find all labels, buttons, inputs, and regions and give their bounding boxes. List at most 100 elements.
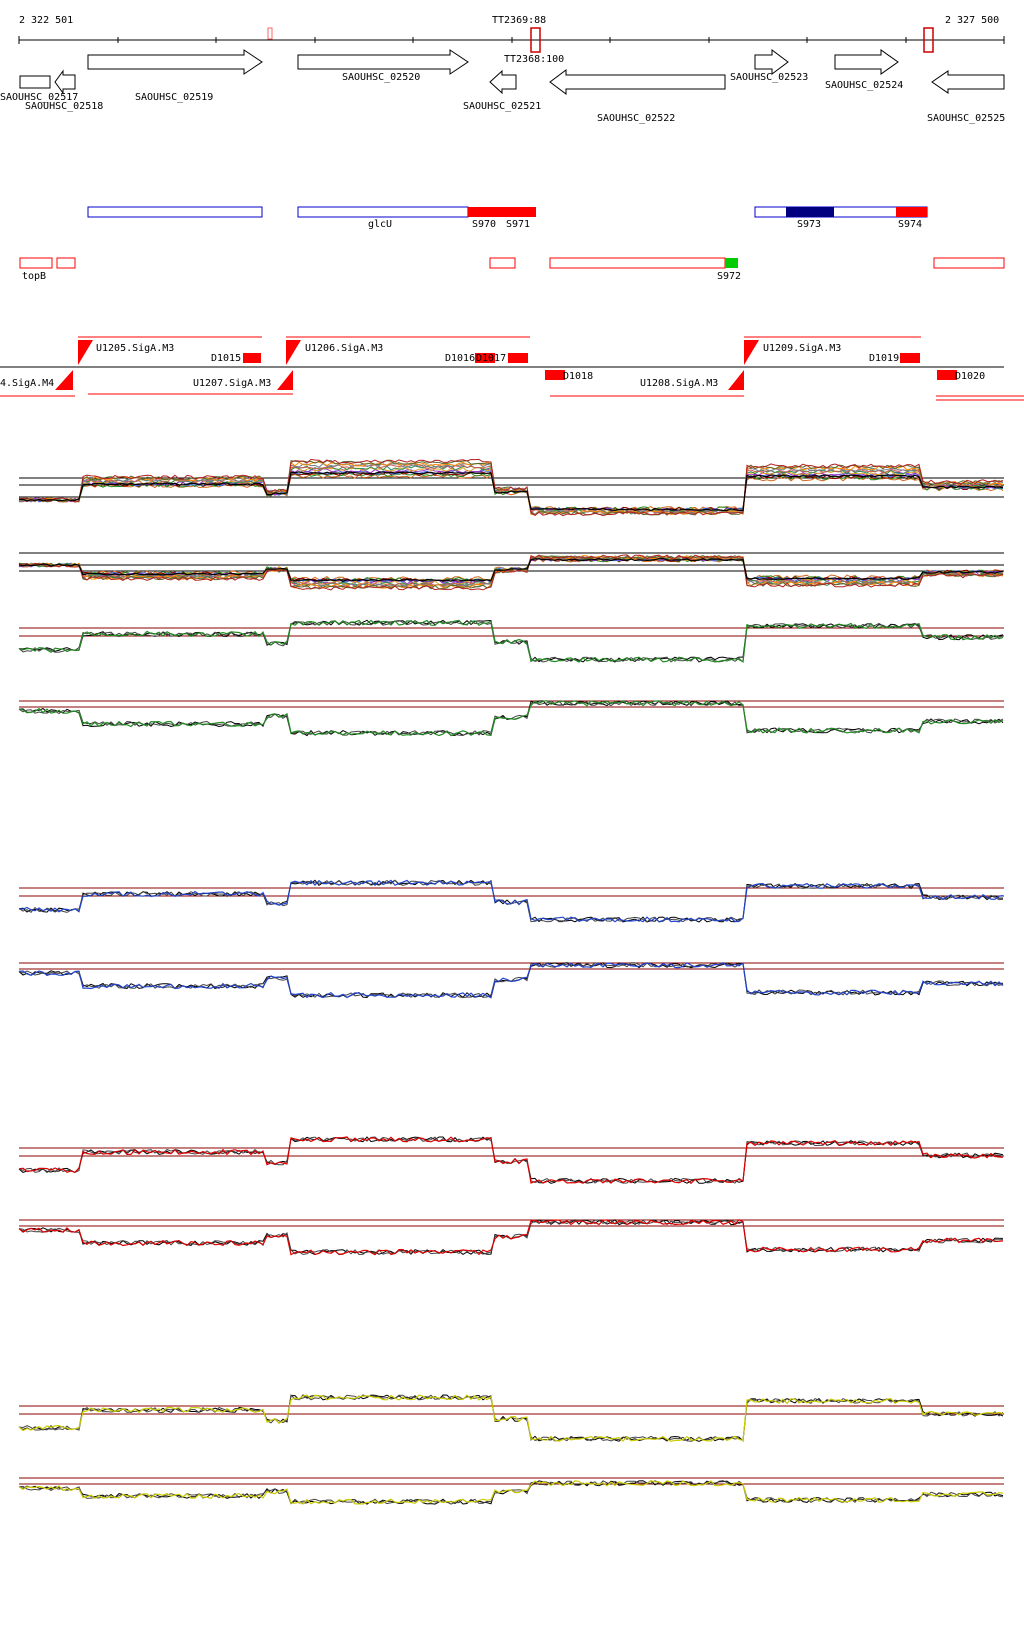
red-flag-icon — [728, 370, 744, 390]
expression-trace — [18, 471, 1004, 512]
feature-label-s974: S974 — [898, 219, 922, 230]
terminator-label-d1018: D1018 — [563, 371, 593, 382]
gene-saouhsc-02518[interactable]: SAOUHSC_02518 — [25, 69, 103, 112]
expression-trace — [18, 557, 1004, 582]
expression-trace — [18, 1219, 1004, 1256]
expression-trace — [18, 460, 1004, 516]
gene-saouhsc-02522[interactable]: SAOUHSC_02522 — [549, 69, 726, 124]
gene-label: SAOUHSC_02520 — [342, 72, 420, 83]
expression-trace — [18, 1136, 1004, 1184]
gene-saouhsc-02519[interactable]: SAOUHSC_02519 — [87, 49, 263, 103]
red-flag-icon — [78, 340, 93, 365]
gene-label: SAOUHSC_02521 — [463, 101, 541, 112]
gene-label: SAOUHSC_02519 — [135, 92, 213, 103]
outlined-arrow-icon — [19, 75, 51, 89]
gene-saouhsc-02523[interactable]: SAOUHSC_02523 — [730, 49, 808, 83]
expression-panels — [18, 458, 1004, 1505]
promoter-label-u1206: U1206.SigA.M3 — [305, 343, 383, 354]
terminator-label-tt2368: TT2368:100 — [504, 54, 564, 65]
feature-bar-glcu[interactable] — [297, 206, 469, 218]
expression-trace — [18, 1394, 1004, 1442]
expression-trace — [18, 619, 1004, 664]
expression-trace — [18, 554, 1004, 589]
terminator-label-d1017: D1017 — [476, 353, 506, 364]
feature-bar-s970-s971[interactable] — [468, 207, 536, 217]
downstream-block-d1020[interactable] — [937, 370, 957, 380]
terminator-marker-right[interactable] — [923, 27, 934, 53]
downstream-block-d1018[interactable] — [545, 370, 565, 380]
expression-trace — [18, 879, 1004, 923]
gene-track: SAOUHSC_02517 SAOUHSC_02518 SAOUHSC_0251… — [0, 49, 1005, 124]
expression-trace — [18, 462, 1004, 515]
feature-bar-s973-core[interactable] — [786, 207, 834, 217]
feature-bar-s974[interactable] — [896, 207, 927, 217]
outlined-arrow-icon — [754, 49, 789, 75]
feature-bar[interactable] — [933, 257, 1005, 269]
expression-trace — [18, 619, 1004, 663]
feature-bar[interactable] — [489, 257, 516, 269]
feature-bar-topb[interactable] — [19, 257, 53, 269]
promoter-label-u1209: U1209.SigA.M3 — [763, 343, 841, 354]
feature-track-blue: glcU S970 S971 S973 S974 — [87, 206, 928, 230]
outlined-arrow-icon — [87, 49, 263, 75]
expression-trace — [18, 962, 1004, 999]
gene-saouhsc-02520[interactable]: SAOUHSC_02520 — [297, 49, 469, 83]
feature-track-red: topB S972 — [19, 257, 1005, 282]
promoter-label-u1208: U1208.SigA.M3 — [640, 378, 718, 389]
feature-bar[interactable] — [56, 257, 76, 269]
downstream-block-d1016[interactable] — [475, 353, 495, 363]
feature-bar-s972[interactable] — [725, 258, 738, 268]
coordinate-axis: 2 322 501 2 327 500 TT2369:88 TT2368:100 — [18, 15, 1005, 65]
downstream-block-d1017[interactable] — [508, 353, 528, 363]
expression-trace — [18, 1218, 1004, 1256]
gene-label: SAOUHSC_02517 — [0, 92, 78, 103]
feature-label-s972: S972 — [717, 271, 741, 282]
promoter-label-u1205: U1205.SigA.M3 — [96, 343, 174, 354]
gene-label: SAOUHSC_02524 — [825, 80, 903, 91]
outlined-arrow-icon — [834, 49, 899, 75]
promoter-label-partial: 4.SigA.M4 — [0, 378, 54, 389]
outlined-arrow-icon — [549, 69, 726, 95]
expression-trace — [18, 700, 1004, 737]
gene-saouhsc-02525[interactable]: SAOUHSC_02525 — [927, 70, 1005, 124]
feature-label-glcu: glcU — [368, 219, 392, 230]
outlined-arrow-icon — [489, 69, 517, 95]
red-flag-icon — [55, 370, 73, 390]
terminator-label-tt2369: TT2369:88 — [492, 15, 546, 26]
feature-bar[interactable] — [87, 206, 263, 218]
terminator-label-d1016: D1016 — [445, 353, 475, 364]
red-flag-icon — [277, 370, 293, 390]
feature-bar-s972-region[interactable] — [549, 257, 726, 269]
feature-label-topb: topB — [22, 271, 46, 282]
downstream-block-d1015[interactable] — [243, 353, 261, 363]
gene-label: SAOUHSC_02525 — [927, 113, 1005, 124]
outlined-arrow-icon — [931, 70, 1005, 94]
gene-saouhsc-02521[interactable]: SAOUHSC_02521 — [463, 69, 541, 112]
red-flag-icon — [286, 340, 301, 365]
downstream-block-d1019[interactable] — [900, 353, 920, 363]
expression-trace — [18, 962, 1004, 999]
feature-label-s971: S971 — [506, 219, 530, 230]
outlined-arrow-icon — [54, 69, 76, 95]
expression-trace — [18, 1394, 1004, 1442]
expression-trace — [19, 458, 1004, 517]
expression-trace — [18, 554, 1004, 590]
expression-trace — [18, 1480, 1004, 1505]
promoter-track: U1205.SigA.M3 U1206.SigA.M3 U1209.SigA.M… — [0, 336, 1024, 401]
terminator-label-d1019: D1019 — [869, 353, 899, 364]
terminator-label-d1020: D1020 — [955, 371, 985, 382]
gene-saouhsc-02524[interactable]: SAOUHSC_02524 — [825, 49, 903, 91]
gene-saouhsc-02517[interactable]: SAOUHSC_02517 — [0, 75, 78, 103]
terminator-marker[interactable] — [267, 27, 273, 40]
feature-label-s973: S973 — [797, 219, 821, 230]
expression-trace — [18, 1136, 1004, 1185]
feature-label-s970: S970 — [472, 219, 496, 230]
gene-label: SAOUHSC_02518 — [25, 101, 103, 112]
terminator-marker-tt2369[interactable] — [530, 27, 541, 53]
expression-trace — [18, 554, 1004, 591]
expression-trace — [18, 879, 1004, 923]
red-flag-icon — [744, 340, 759, 365]
expression-trace — [18, 1394, 1004, 1442]
promoter-label-u1207: U1207.SigA.M3 — [193, 378, 271, 389]
